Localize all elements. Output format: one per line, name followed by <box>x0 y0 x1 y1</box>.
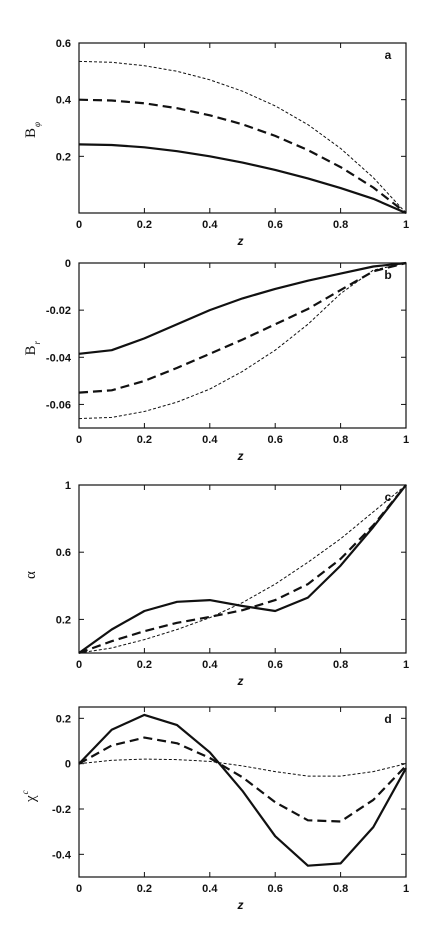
x-axis-label: z <box>237 234 244 248</box>
y-tick-label: 0 <box>65 258 71 270</box>
x-tick-label: 0 <box>76 659 82 671</box>
series-line-dashed <box>78 98 407 214</box>
x-axis-label: z <box>237 449 244 463</box>
x-tick-label: 0.6 <box>268 659 283 671</box>
y-tick-label: 0 <box>65 759 71 771</box>
plot-frame <box>78 706 407 878</box>
x-tick-label: 0.2 <box>137 659 152 671</box>
series-line-dotted <box>78 758 407 777</box>
x-tick-label: 0.8 <box>333 434 348 446</box>
series-line-solid <box>78 484 407 654</box>
panel-a: 0 0.2 0.4 0.6 0.8 1 0.2 0.4 0.6 z Bφ a <box>23 38 409 248</box>
series-line-solid <box>78 261 407 355</box>
y-tick-label: 0.6 <box>56 547 71 559</box>
y-axis-label: Bφ <box>23 122 42 138</box>
x-tick-label: 0.2 <box>137 883 152 895</box>
y-axis-label: χc <box>20 790 39 803</box>
x-tick-label: 0.6 <box>268 219 283 231</box>
plot-frame <box>78 42 407 214</box>
y-axis-label: Br <box>23 340 42 355</box>
x-tick-label: 0.4 <box>202 219 218 231</box>
x-tick-label: 0.4 <box>202 659 218 671</box>
panel-letter: d <box>384 712 391 726</box>
series-line-dashed <box>78 484 407 655</box>
x-tick-label: 0 <box>76 219 82 231</box>
x-tick-label: 0.2 <box>137 219 152 231</box>
x-tick-label: 0.4 <box>202 434 218 446</box>
panel-b: 0 0.2 0.4 0.6 0.8 1 0 -0.02 -0.04 -0.06 z Br b <box>23 258 409 463</box>
series-line-dotted <box>78 262 407 420</box>
panel-d: 0 0.2 0.4 0.6 0.8 1 0.2 0 -0.2 -0.4 z χc d <box>20 706 409 912</box>
x-tick-label: 1 <box>403 219 409 231</box>
x-tick-label: 1 <box>403 434 409 446</box>
y-tick-label: 0.4 <box>56 95 72 107</box>
x-tick-label: 0.6 <box>268 434 283 446</box>
y-tick-label: 0.2 <box>56 713 71 725</box>
panel-letter: c <box>385 490 392 504</box>
x-tick-label: 0.4 <box>202 883 218 895</box>
x-tick-label: 0.8 <box>333 883 348 895</box>
x-axis-label: z <box>237 898 244 912</box>
series-line-dashed <box>78 261 407 394</box>
series-line-dotted <box>78 484 407 654</box>
y-tick-label: 1 <box>65 480 71 492</box>
series-line-dotted <box>78 60 407 214</box>
panel-c: 0 0.2 0.4 0.6 0.8 1 0.2 0.6 1 z α c <box>23 480 409 688</box>
plot-frame <box>78 262 407 429</box>
y-axis-label: α <box>23 571 39 579</box>
y-tick-label: 0.2 <box>56 614 71 626</box>
panel-letter: a <box>385 48 392 62</box>
series-line-dashed <box>78 736 407 823</box>
y-tick-label: -0.2 <box>52 804 71 816</box>
x-tick-label: 0.6 <box>268 883 283 895</box>
y-tick-label: -0.04 <box>46 352 72 364</box>
y-tick-label: -0.4 <box>52 849 72 861</box>
x-tick-label: 1 <box>403 883 409 895</box>
plot-frame <box>78 484 407 654</box>
y-tick-label: -0.06 <box>46 399 71 411</box>
y-tick-label: -0.02 <box>46 305 71 317</box>
y-tick-label: 0.2 <box>56 151 71 163</box>
x-tick-label: 0.8 <box>333 219 348 231</box>
x-tick-label: 1 <box>403 659 409 671</box>
x-tick-label: 0 <box>76 434 82 446</box>
series-line-solid <box>78 713 407 867</box>
series-line-solid <box>78 143 407 215</box>
x-axis-label: z <box>237 674 244 688</box>
y-tick-label: 0.6 <box>56 38 71 50</box>
x-tick-label: 0.8 <box>333 659 348 671</box>
x-tick-label: 0 <box>76 883 82 895</box>
panel-letter: b <box>384 268 391 282</box>
x-tick-label: 0.2 <box>137 434 152 446</box>
